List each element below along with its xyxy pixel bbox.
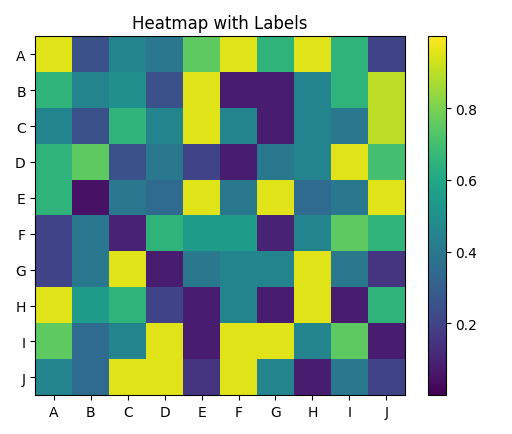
Title: Heatmap with Labels: Heatmap with Labels (132, 15, 308, 33)
